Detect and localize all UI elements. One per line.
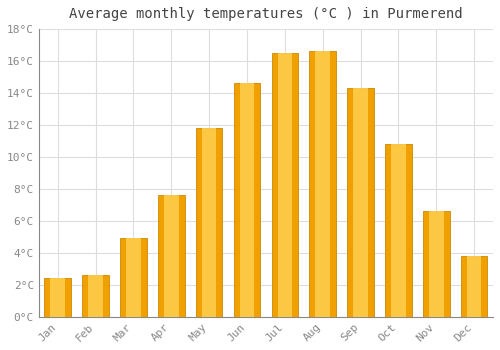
Bar — [234, 83, 260, 317]
Bar — [158, 195, 184, 317]
Bar — [126, 238, 140, 317]
Bar — [423, 211, 450, 317]
Bar — [385, 144, 411, 317]
Bar — [240, 83, 254, 317]
Bar — [467, 256, 481, 317]
Bar — [316, 51, 330, 317]
Bar — [354, 88, 368, 317]
Bar — [391, 144, 406, 317]
Bar — [348, 88, 374, 317]
Bar — [82, 275, 109, 317]
Bar — [164, 195, 178, 317]
Bar — [461, 256, 487, 317]
Bar — [310, 51, 336, 317]
Bar — [44, 279, 71, 317]
Bar — [50, 279, 65, 317]
Bar — [88, 275, 103, 317]
Title: Average monthly temperatures (°C ) in Purmerend: Average monthly temperatures (°C ) in Pu… — [69, 7, 462, 21]
Bar — [272, 53, 298, 317]
Bar — [120, 238, 146, 317]
Bar — [202, 128, 216, 317]
Bar — [278, 53, 292, 317]
Bar — [196, 128, 222, 317]
Bar — [429, 211, 444, 317]
